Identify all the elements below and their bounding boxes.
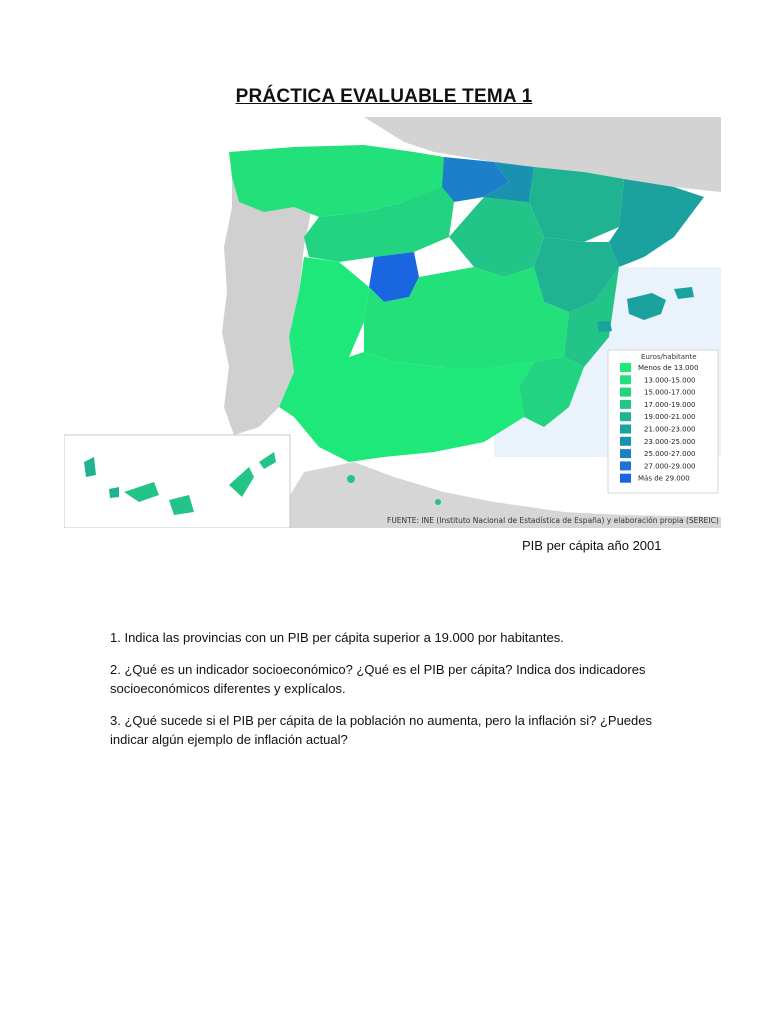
legend-swatch (620, 473, 631, 483)
legend-swatch (620, 363, 631, 372)
island-mallorca (627, 293, 666, 320)
legend-swatch (620, 436, 631, 446)
region-castile-la-mancha (364, 267, 569, 367)
island-gran-canaria (169, 495, 194, 515)
region-extremadura (289, 257, 369, 357)
island-ibiza (597, 321, 612, 332)
legend-label: 27.000-29.000 (644, 462, 696, 470)
region-navarra (484, 162, 534, 207)
legend-swatch (620, 449, 631, 459)
france-land (364, 117, 721, 192)
ceuta (347, 475, 355, 483)
region-madrid (369, 252, 419, 302)
legend-title: Euros/habitante (641, 353, 697, 361)
island-fuerteventura (229, 467, 254, 497)
region-northwest (229, 145, 464, 217)
legend-swatch (620, 399, 631, 409)
region-catalonia (609, 179, 704, 267)
question-2: 2. ¿Qué es un indicador socioeconómico? … (110, 662, 646, 696)
legend-items: Menos de 13.000 13.000-15.000 15.000-17.00… (620, 363, 698, 483)
region-aragon-south (534, 237, 619, 312)
map-caption: PIB per cápita año 2001 (522, 538, 662, 553)
region-castile-leon (304, 187, 454, 262)
legend-swatch (620, 387, 631, 397)
island-gomera (109, 487, 119, 498)
region-valencia (564, 267, 619, 367)
region-murcia (519, 357, 584, 427)
legend-label: 19.000-21.000 (644, 413, 696, 421)
legend-label: 15.000-17.000 (644, 389, 696, 397)
legend-swatch (620, 461, 631, 471)
legend-label: Más de 29.000 (638, 475, 690, 483)
legend-label: 23.000-25.000 (644, 438, 696, 446)
legend-label: 17.000-19.000 (644, 401, 696, 409)
morocco-land (284, 462, 721, 528)
page-title: PRÁCTICA EVALUABLE TEMA 1 (235, 86, 533, 107)
spain-gdp-map: Euros/habitante Menos de 13.000 13.000-15… (64, 117, 721, 528)
question-1: 1. Indica las provincias con un PIB per … (110, 630, 564, 645)
legend-label: 13.000-15.000 (644, 376, 696, 384)
island-lanzarote (259, 452, 276, 469)
legend-swatch (620, 375, 631, 385)
legend-label: 25.000-27.000 (644, 450, 696, 458)
island-la-palma (84, 457, 96, 477)
melilla (435, 499, 441, 505)
region-basque-country (442, 157, 509, 202)
question-3: 3. ¿Qué sucede si el PIB per cápita de l… (110, 713, 652, 747)
island-tenerife (124, 482, 159, 502)
map-legend: Euros/habitante Menos de 13.000 13.000-15… (607, 349, 719, 494)
portugal-land (222, 157, 314, 435)
region-andalusia (279, 337, 534, 462)
legend-swatch (620, 412, 631, 422)
legend-label: Menos de 13.000 (638, 364, 698, 372)
region-rioja-soria (449, 197, 544, 277)
map-source: FUENTE: INE (Instituto Nacional de Estad… (387, 516, 719, 525)
legend-swatch (620, 424, 631, 434)
legend-label: 21.000-23.000 (644, 426, 696, 434)
region-aragon-north (529, 167, 624, 242)
island-menorca (674, 287, 694, 299)
